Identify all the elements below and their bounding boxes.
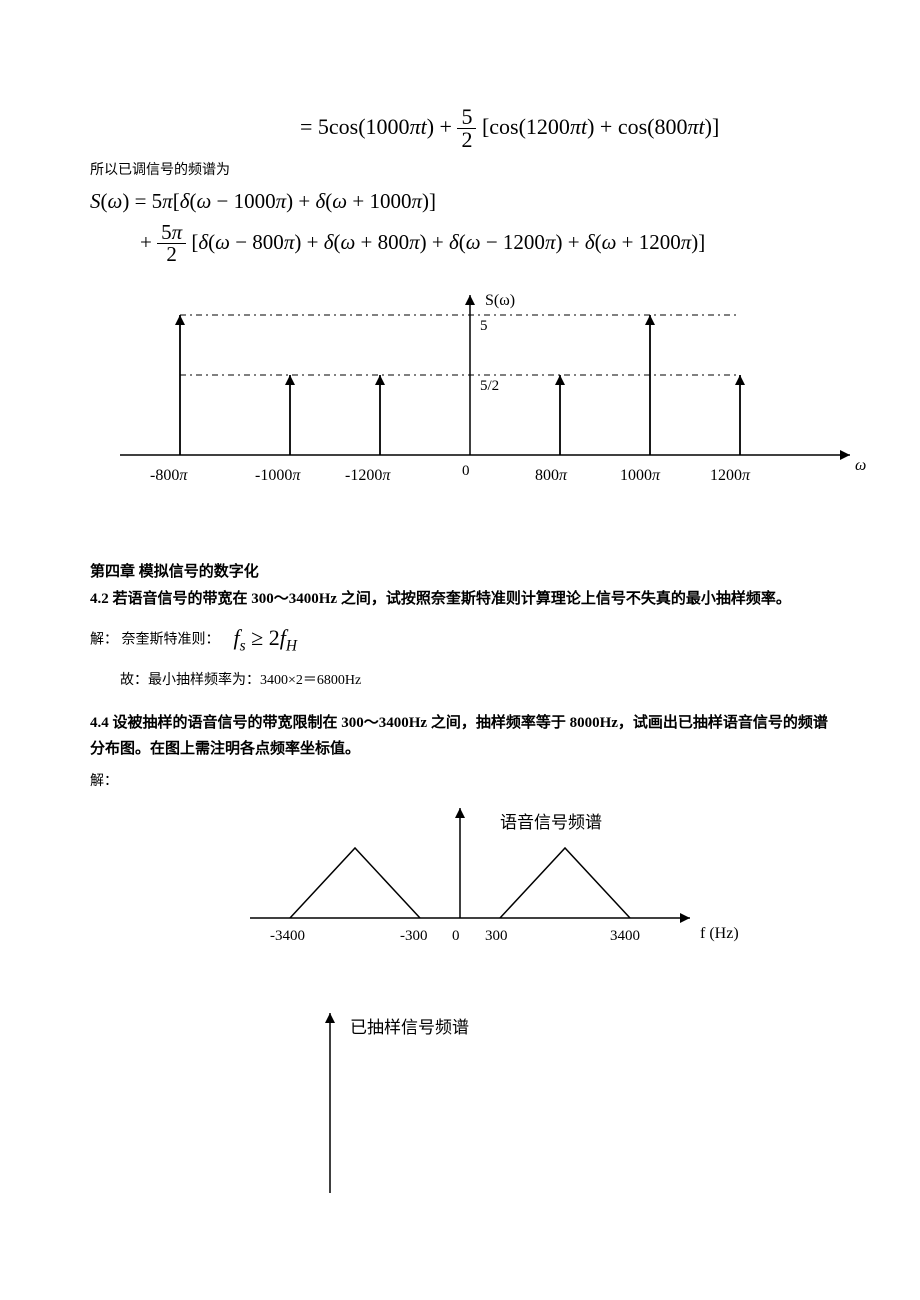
level-low-label: 5/2 [480,378,499,394]
level-high-label: 5 [480,318,488,334]
voice-spectrum-diagram: 语音信号频谱 f (Hz) -3400 -300 0 300 3400 [230,798,830,963]
tick-neg300: -300 [400,928,428,944]
tick-0: 0 [452,928,460,944]
equation-1: = 5cos(1000πt) + 52 [cos(1200πt) + cos(8… [300,106,830,151]
voice-x-label: f (Hz) [700,925,739,942]
origin-label: 0 [462,463,470,479]
sampled-spectrum-title: 已抽样信号频谱 [350,1018,469,1037]
tick-3400: 3400 [610,928,640,944]
equation-2-line2: + 5π2 [δ(ω − 800π) + δ(ω + 800π) + δ(ω −… [140,222,830,265]
question-4-4: 4.4 设被抽样的语音信号的带宽限制在 300～3400Hz 之间，抽样频率等于… [90,711,830,762]
equation-2-line1: S(ω) = 5π[δ(ω − 1000π) + δ(ω + 1000π)] [90,187,830,216]
tick-300: 300 [485,928,508,944]
nyquist-text: 奈奎斯特准则： [122,632,220,647]
question-4-2: 4.2 若语音信号的带宽在 300～3400Hz 之间，试按照奈奎斯特准则计算理… [90,587,830,613]
solution-label: 解： [90,632,118,647]
tick-1000pi: 1000π [620,467,661,484]
tick-neg800pi: -800π [150,467,188,484]
tick-neg1200pi: -1200π [345,467,391,484]
eq1-frac-den: 2 [457,129,476,151]
sampled-spectrum-diagram: 已抽样信号频谱 [250,1003,830,1198]
tick-800pi: 800π [535,467,568,484]
voice-spectrum-title: 语音信号频谱 [500,813,602,832]
tick-1200pi: 1200π [710,467,751,484]
solution-label-2: 解： [90,770,830,790]
conclusion-text: 故：最小抽样频率为：3400×2＝6800Hz [120,669,830,689]
tick-neg3400: -3400 [270,928,305,944]
eq1-frac-num: 5 [457,106,476,129]
x-axis-label: ω [855,457,866,474]
spectrum-diagram: S(ω) ω 5 5/2 0 -800π - [90,285,830,510]
y-axis-label: S(ω) [485,292,515,309]
chapter-title: 第四章 模拟信号的数字化 [90,560,830,581]
text-spectrum-intro: 所以已调信号的频谱为 [90,159,830,179]
tick-neg1000pi: -1000π [255,467,301,484]
